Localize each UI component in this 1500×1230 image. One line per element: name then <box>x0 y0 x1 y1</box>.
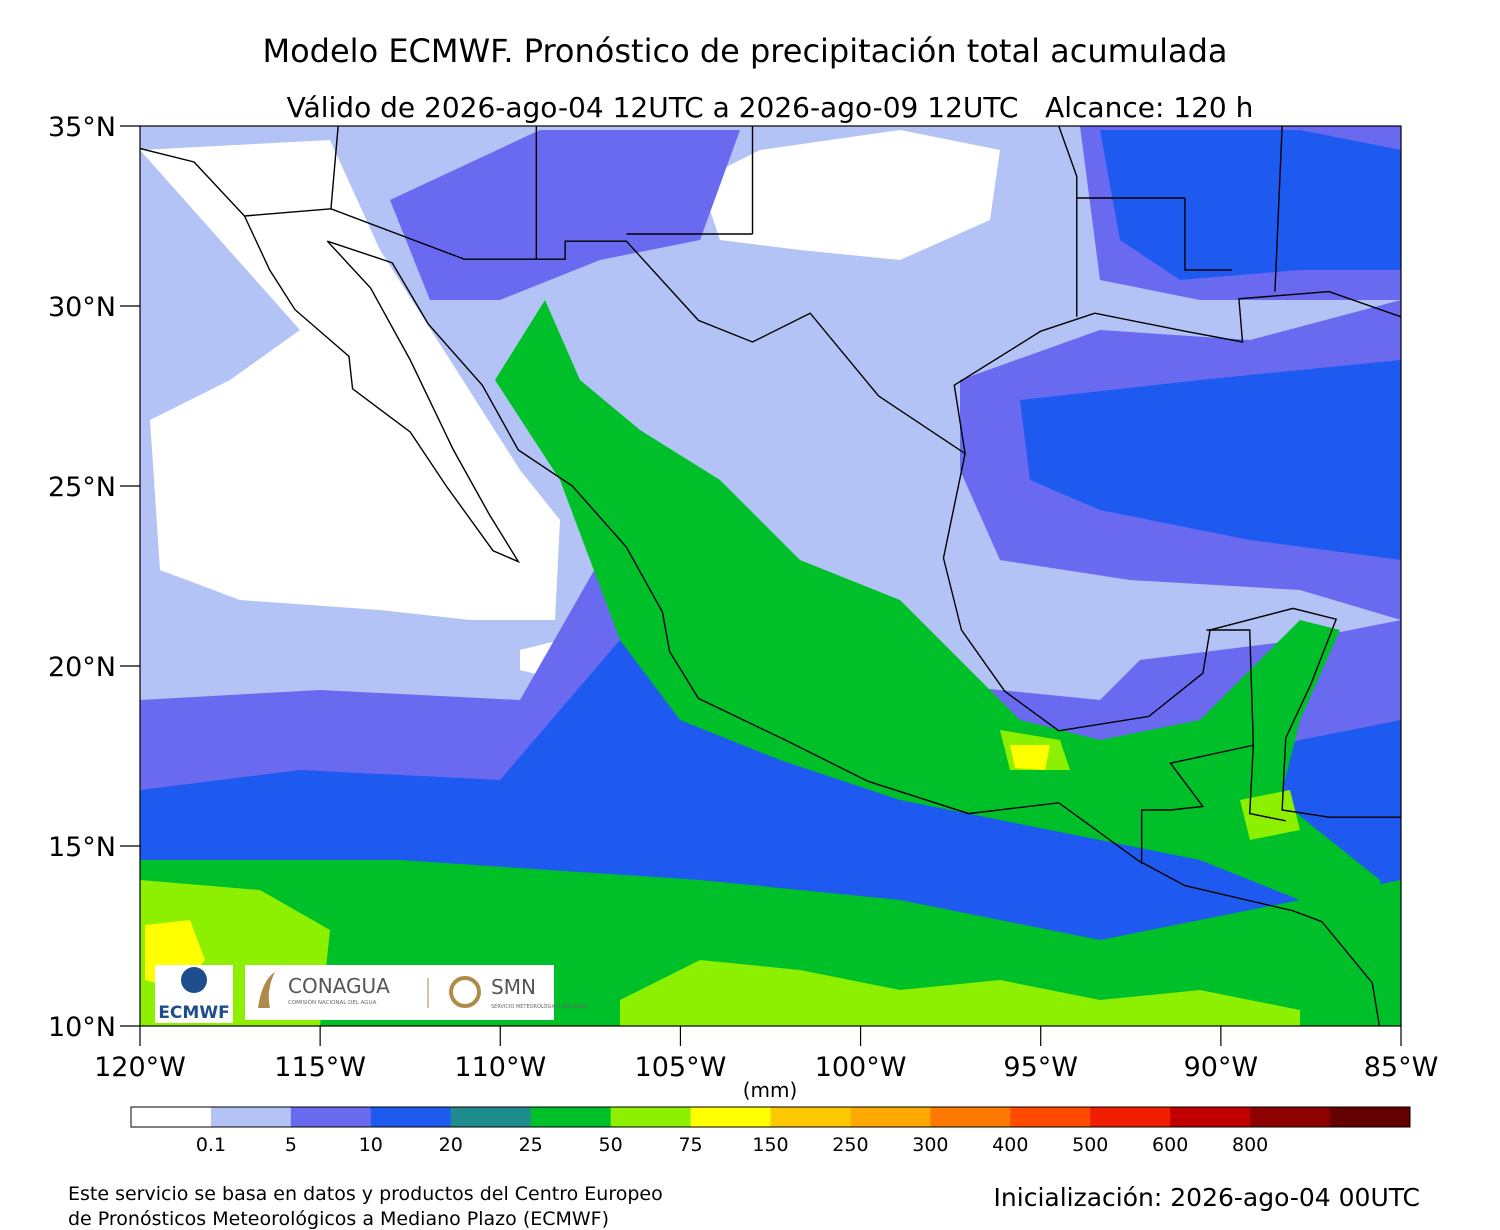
colorbar-box <box>770 1107 851 1127</box>
lon-label: 120°W <box>94 1052 186 1083</box>
colorbar-label: 5 <box>285 1134 297 1156</box>
colorbar-box <box>530 1107 612 1127</box>
lon-label: 100°W <box>815 1052 907 1083</box>
lat-label: 10°N <box>48 1012 116 1043</box>
coastlines <box>140 126 1401 1026</box>
colorbar: 0.1 5 10 20 25 50 75 150 250 300 400 500 600 800 <box>130 1106 1411 1156</box>
colorbar-label: 600 <box>1152 1134 1188 1156</box>
colorbar-box <box>1170 1107 1251 1127</box>
lon-label: 110°W <box>454 1052 546 1083</box>
colorbar-box <box>850 1107 931 1127</box>
ecmwf-logo-text: ECMWF <box>158 1003 229 1023</box>
boundary <box>244 208 966 455</box>
lat-label: 25°N <box>48 472 116 503</box>
colorbar-box <box>610 1107 692 1127</box>
colorbar-box <box>1090 1107 1171 1127</box>
boundary <box>942 290 1401 818</box>
colorbar-box <box>690 1107 771 1127</box>
lat-label: 15°N <box>48 832 116 863</box>
lat-label: 35°N <box>48 112 116 143</box>
colorbar-box <box>131 1107 212 1127</box>
boundary <box>1140 744 1286 864</box>
colorbar-box <box>1250 1107 1331 1127</box>
colorbar-box <box>370 1107 452 1127</box>
lon-label: 85°W <box>1364 1052 1439 1083</box>
colorbar-label: 25 <box>519 1134 543 1156</box>
map-axes: 35°N 30°N 25°N 20°N 15°N 10°N 120°W 115°W 110°W 1… <box>48 112 1438 1083</box>
boundary <box>1184 198 1232 271</box>
colorbar-unit: (mm) <box>743 1078 798 1102</box>
colorbar-label: 400 <box>992 1134 1028 1156</box>
lon-label: 90°W <box>1184 1052 1259 1083</box>
lat-label: 30°N <box>48 292 116 323</box>
smn-subtext: SERVICIO METEOROLÓGICO NACIONAL <box>491 1003 588 1010</box>
colorbar-box <box>290 1107 372 1127</box>
conagua-subtext: COMISIÓN NACIONAL DEL AGUA <box>288 999 377 1006</box>
footer-note-line-2: de Pronósticos Meteorológicos a Mediano … <box>68 1208 609 1230</box>
lon-label: 115°W <box>274 1052 366 1083</box>
colorbar-label: 50 <box>599 1134 623 1156</box>
lon-label: 105°W <box>635 1052 727 1083</box>
boundary <box>1206 629 1255 746</box>
conagua-text: CONAGUA <box>288 974 390 998</box>
lat-label: 20°N <box>48 652 116 683</box>
lon-label: 95°W <box>1003 1052 1078 1083</box>
colorbar-label: 0.1 <box>196 1134 226 1156</box>
colorbar-box <box>930 1107 1011 1127</box>
colorbar-label: 20 <box>439 1134 463 1156</box>
colorbar-box <box>450 1107 532 1127</box>
boundary <box>1274 126 1283 292</box>
boundary <box>1058 126 1078 317</box>
colorbar-label: 300 <box>912 1134 948 1156</box>
map-frame <box>139 125 1402 1027</box>
colorbar-label: 500 <box>1072 1134 1108 1156</box>
colorbar-box <box>1330 1107 1411 1127</box>
colorbar-box <box>1010 1107 1091 1127</box>
title: Modelo ECMWF. Pronóstico de precipitació… <box>262 32 1227 70</box>
init-time: Inicialización: 2026-ago-04 00UTC <box>994 1183 1420 1212</box>
colorbar-label: 10 <box>359 1134 383 1156</box>
logos: ECMWF CONAGUA COMISIÓN NACIONAL DEL AGUA… <box>155 965 588 1023</box>
colorbar-label: 800 <box>1232 1134 1268 1156</box>
subtitle: Válido de 2026-ago-04 12UTC a 2026-ago-0… <box>287 91 1254 124</box>
boundary <box>140 147 1381 1026</box>
footer-note-line-1: Este servicio se basa en datos y product… <box>68 1183 663 1205</box>
boundary <box>330 126 339 209</box>
colorbar-frame <box>130 1106 1411 1128</box>
colorbar-label: 75 <box>678 1134 702 1156</box>
precipitation-map <box>140 126 1401 1026</box>
conagua-smn-logo <box>245 965 554 1020</box>
colorbar-label: 150 <box>752 1134 788 1156</box>
colorbar-label: 250 <box>832 1134 868 1156</box>
smn-text: SMN <box>491 975 536 999</box>
colorbar-box <box>210 1107 292 1127</box>
